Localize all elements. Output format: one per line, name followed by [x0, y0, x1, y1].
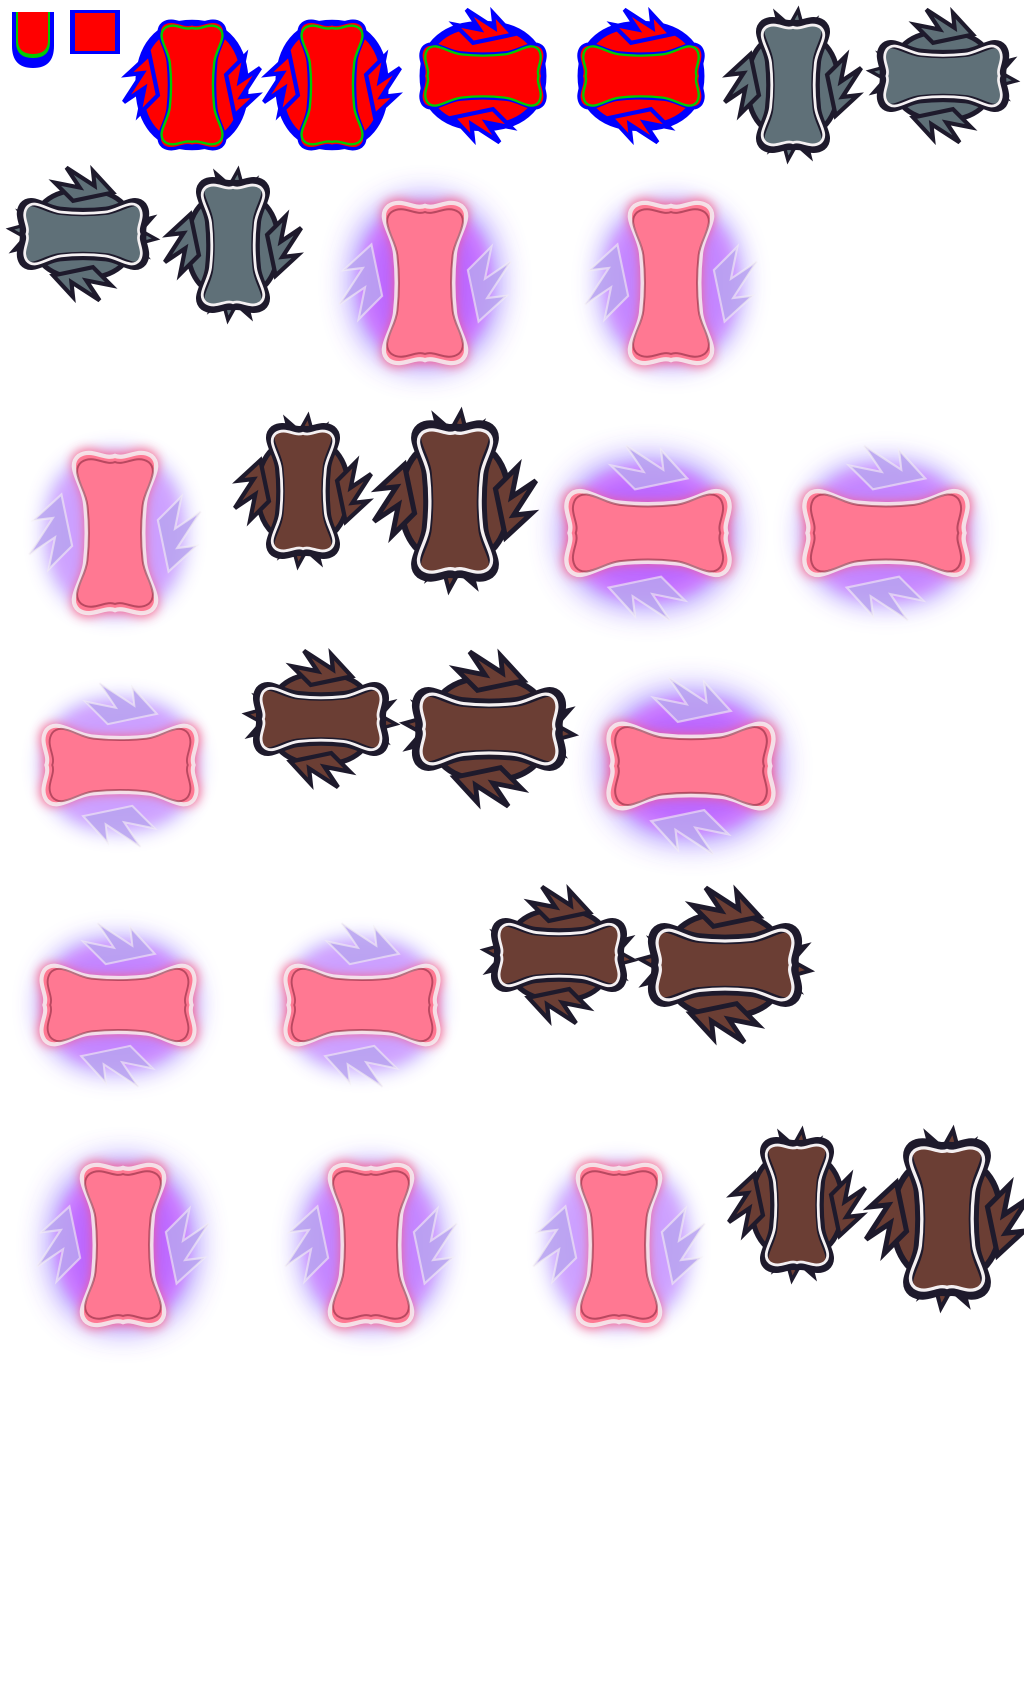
badge-sprite-mask-horizontal	[419, 6, 547, 146]
badge-sprite-glow-soft-horizontal	[40, 682, 200, 848]
badge-sprite-mask-vertical	[261, 19, 403, 151]
badge-sprite-wood-horizontal	[241, 648, 401, 790]
badge-sprite-glow-mid-vertical	[284, 1161, 458, 1329]
badge-sprite-wood-horizontal	[398, 648, 580, 810]
badge-sprite-wood-vertical	[726, 1125, 868, 1285]
badge-sprite-glow-strong-horizontal	[605, 676, 777, 856]
shield-swatch-icon	[12, 12, 54, 68]
badge-sprite-wood-horizontal	[479, 884, 639, 1026]
badge-sprite-wood-horizontal	[634, 884, 816, 1046]
badge-sprite-glow-mid-vertical	[584, 199, 758, 367]
badge-sprite-stone-vertical	[162, 165, 304, 325]
badge-sprite-glow-strong-vertical	[338, 199, 512, 367]
badge-sprite-glow-soft-vertical	[532, 1161, 706, 1329]
badge-sprite-glow-soft-horizontal	[282, 922, 442, 1088]
badge-sprite-stone-vertical	[722, 5, 864, 165]
badge-sprite-stone-horizontal	[865, 6, 1021, 146]
badge-sprite-glow-soft-vertical	[28, 449, 202, 617]
badge-sprite-glow-mid-horizontal	[801, 444, 971, 622]
badge-sprite-glow-strong-vertical	[36, 1161, 210, 1329]
square-swatch-icon	[70, 10, 120, 54]
badge-sprite-mask-horizontal	[577, 6, 705, 146]
badge-sprite-wood-vertical	[862, 1124, 1024, 1314]
badge-sprite-glow-mid-horizontal	[38, 922, 198, 1088]
badge-sprite-wood-vertical	[232, 411, 374, 571]
badge-sprite-glow-strong-horizontal	[563, 444, 733, 622]
badge-sprite-mask-vertical	[121, 19, 263, 151]
badge-sprite-wood-vertical	[370, 406, 540, 596]
badge-sprite-stone-horizontal	[5, 164, 161, 304]
